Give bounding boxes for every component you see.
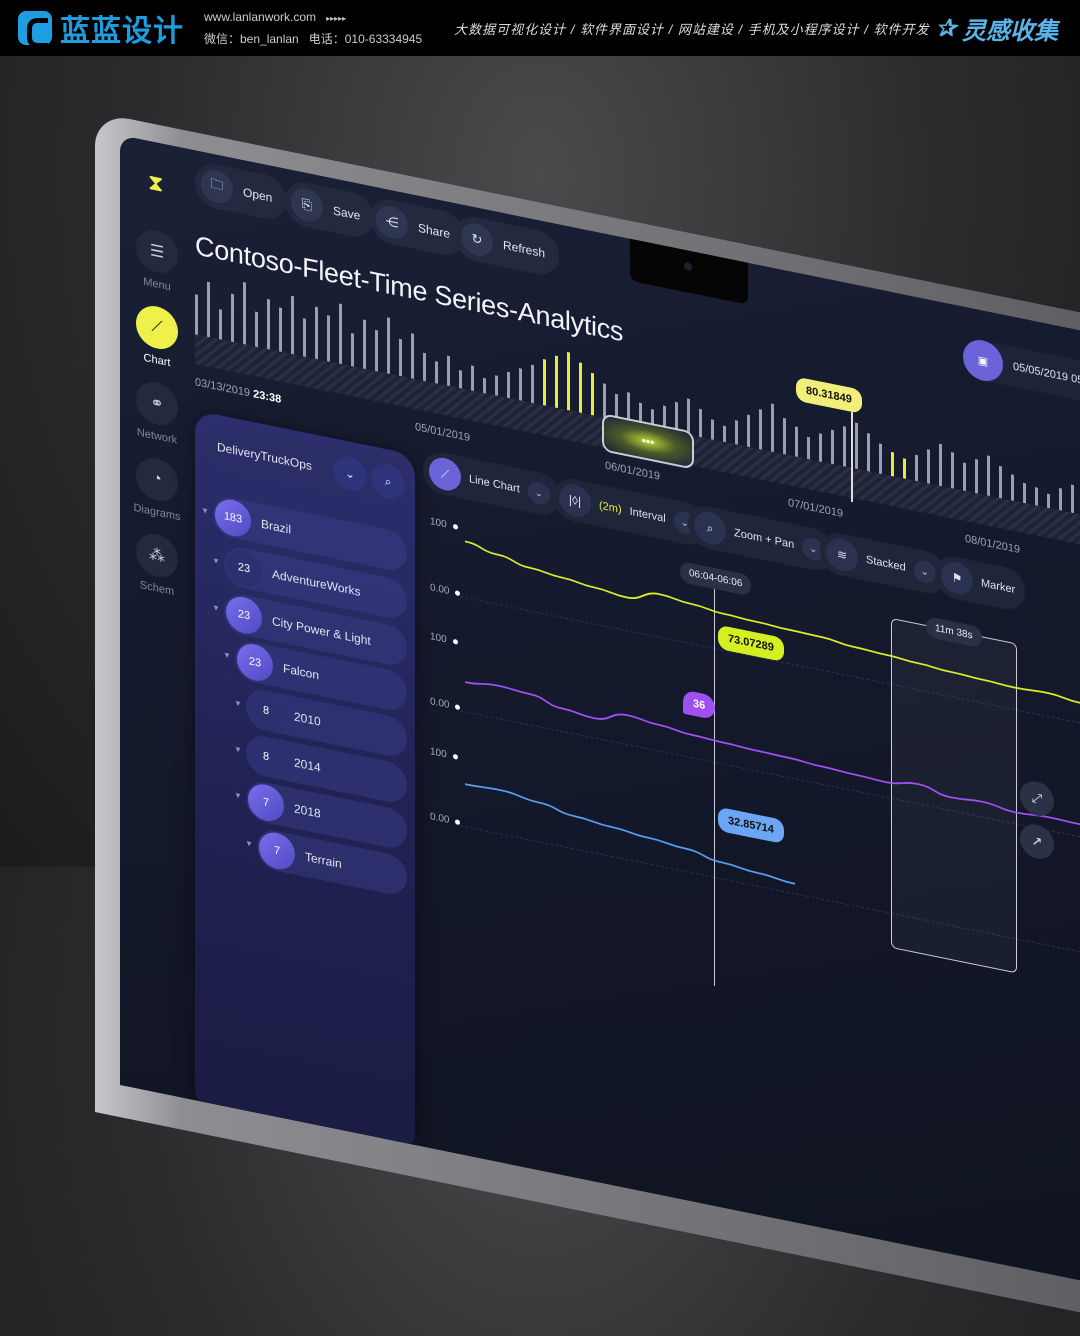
series-line — [464, 681, 1080, 826]
brand-logo-icon — [18, 11, 52, 48]
brand-name: 蓝蓝设计 — [60, 15, 184, 48]
wechat: 微信：ben_lanlan — [204, 32, 299, 46]
star-icon: ✰ — [935, 14, 956, 42]
arrows: ▸▸▸▸▸ — [326, 14, 347, 23]
contact-info: www.lanlanwork.com ▸▸▸▸▸ 微信：ben_lanlan 电… — [204, 7, 422, 49]
inspiration-logo: ✰ 灵感收集 — [936, 11, 1058, 46]
brand-logo: 蓝蓝设计 — [18, 6, 184, 50]
series-line — [464, 540, 1080, 704]
services-list: 大数据可视化设计 / 软件界面设计 / 网站建设 / 手机及小程序设计 / 软件… — [454, 21, 930, 37]
watermark-banner: 蓝蓝设计 www.lanlanwork.com ▸▸▸▸▸ 微信：ben_lan… — [0, 0, 1080, 56]
site-url: www.lanlanwork.com — [204, 10, 317, 24]
inspiration-text: 灵感收集 — [962, 17, 1058, 45]
phone: 电话：010-63334945 — [308, 32, 423, 46]
